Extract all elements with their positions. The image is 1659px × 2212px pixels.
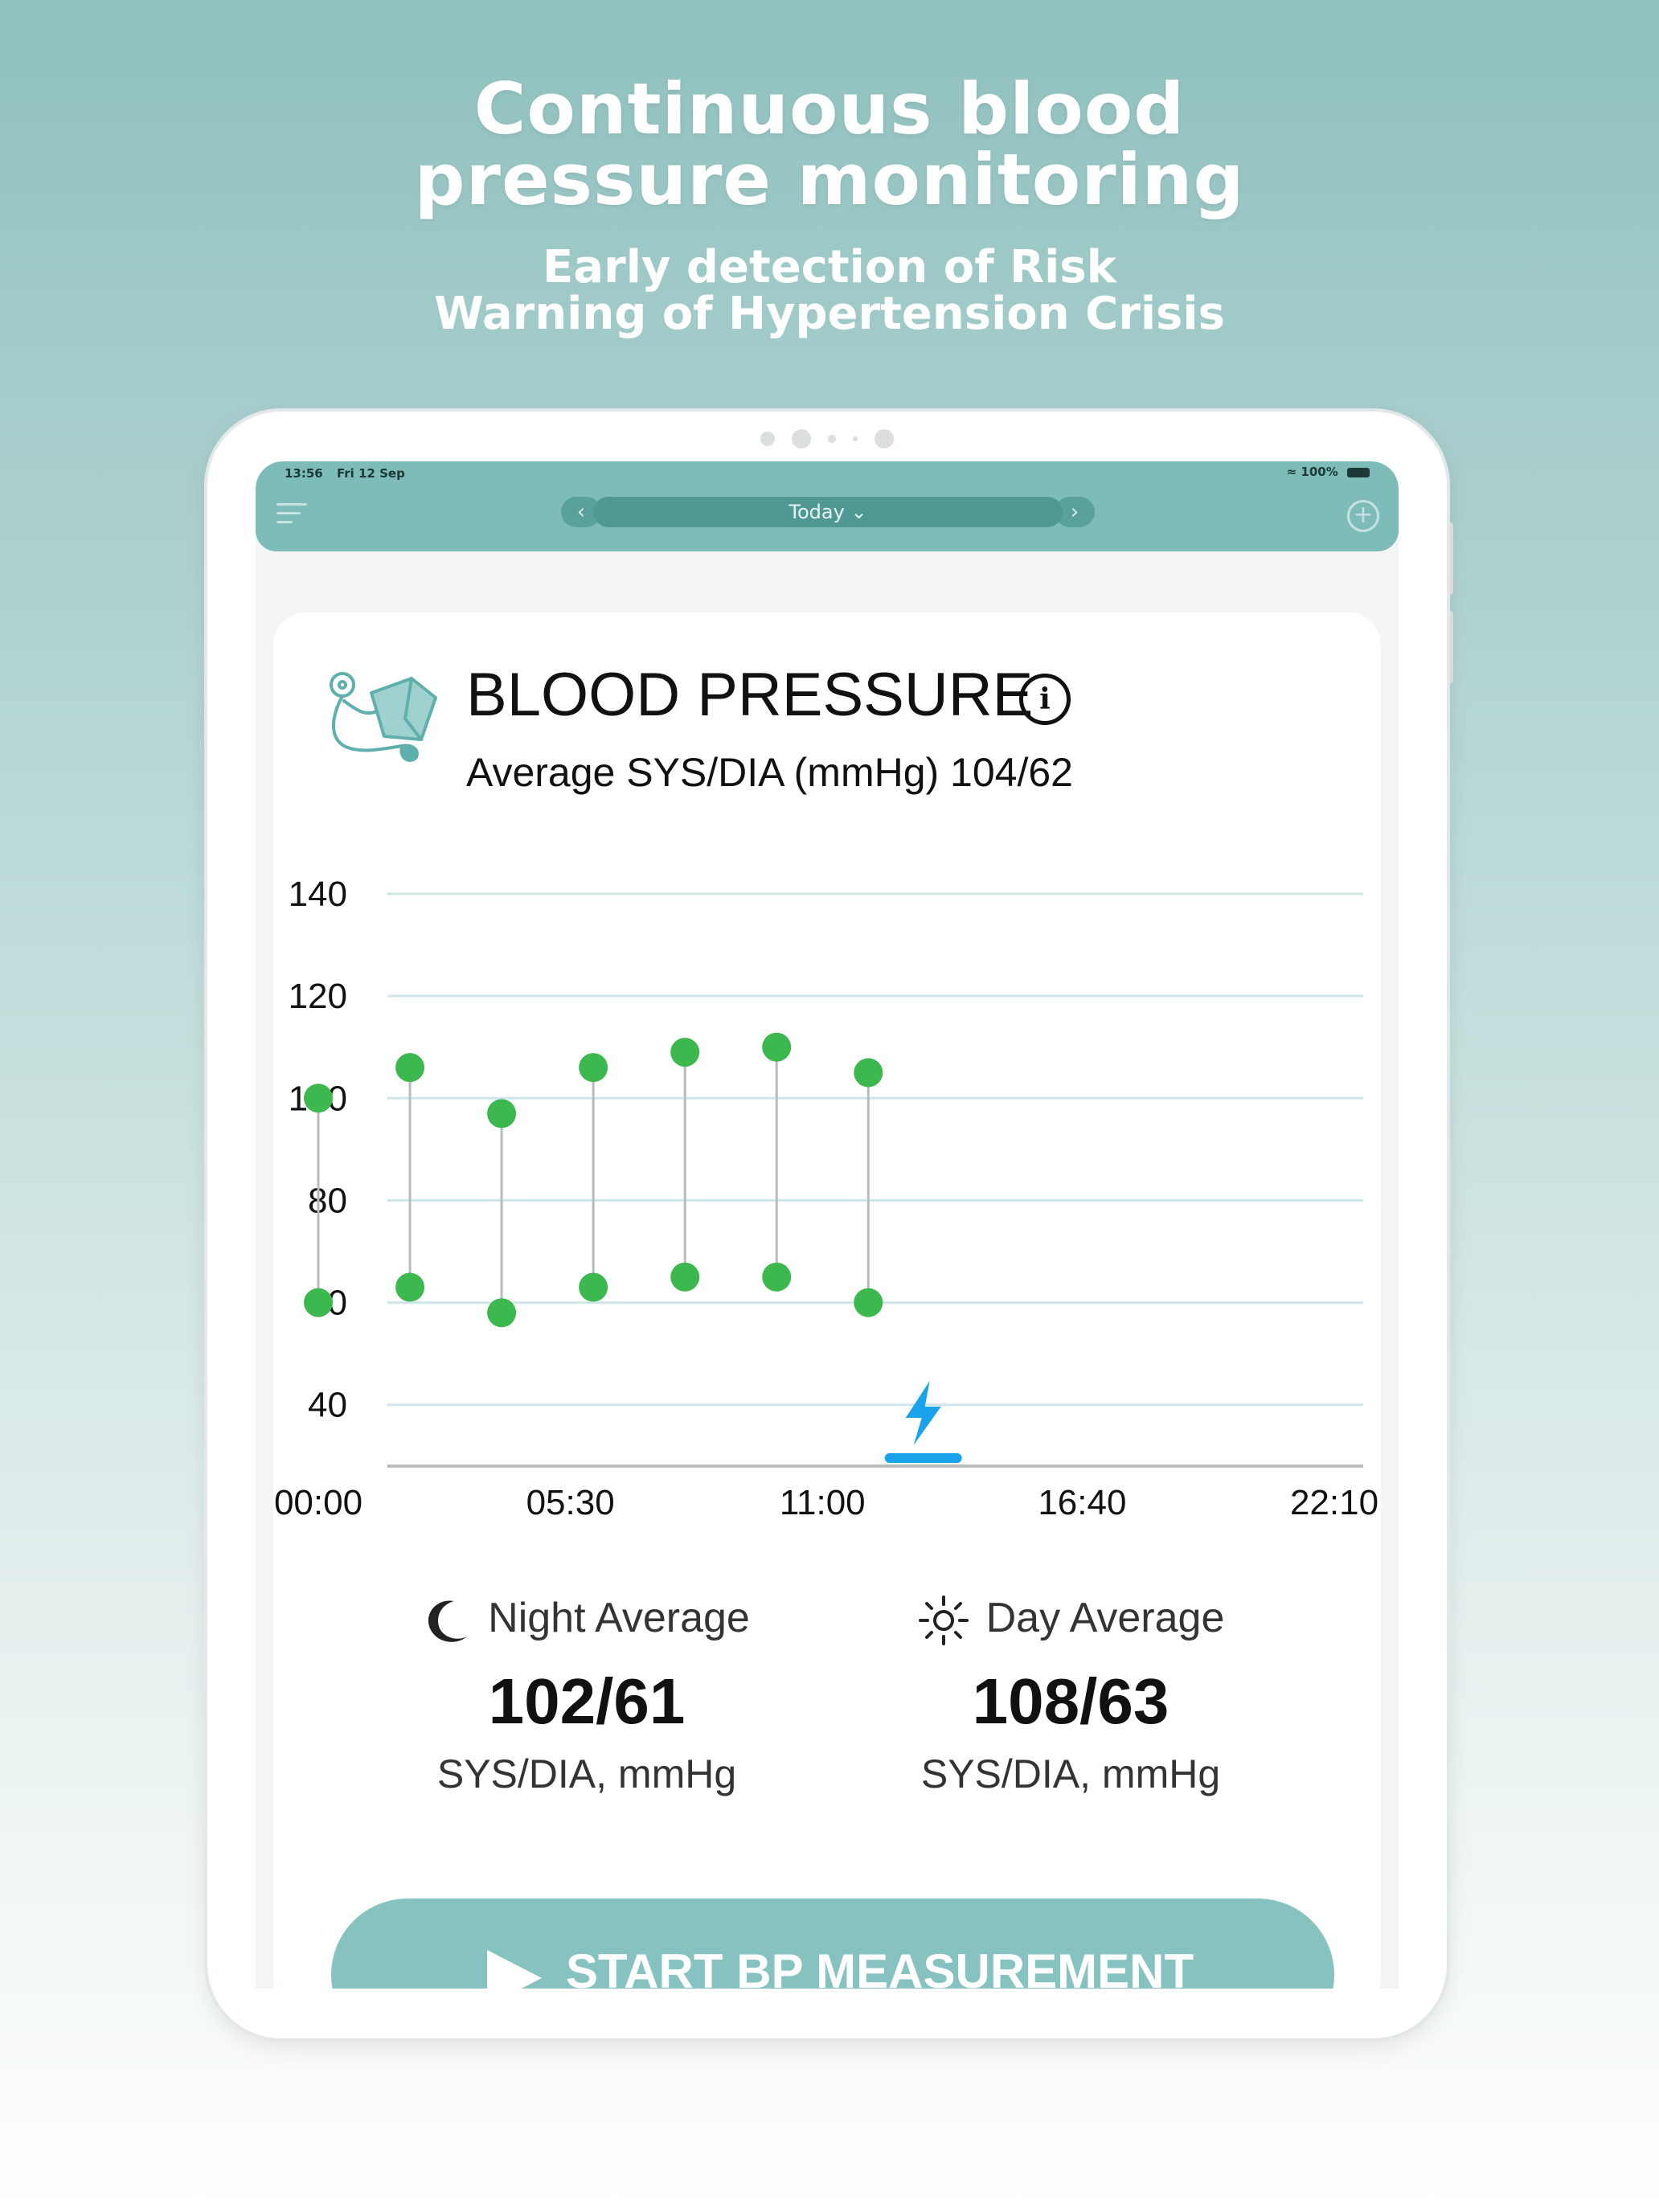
status-time: 13:56 [285,466,323,481]
night-average: Night Average 102/61 SYS/DIA, mmHg [338,1590,836,1797]
dia-point[interactable] [854,1288,883,1317]
date-selector-label: Today [789,501,845,523]
battery-percent: 100% [1301,465,1338,479]
tablet-frame: 13:56 Fri 12 Sep ≈ 100% ‹ › Today ⌄ + [207,412,1447,2038]
night-average-label: Night Average [488,1595,750,1641]
headline-line-2: pressure monitoring [414,138,1245,221]
blood-pressure-chart: 140120100806040 00:0005:3011:0016:4022:1… [274,875,1378,1522]
sys-point[interactable] [395,1053,425,1083]
y-tick-label: 80 [308,1181,347,1220]
start-bp-measurement-label: START BP MEASUREMENT [566,1944,1194,1989]
status-bar-left: 13:56 Fri 12 Sep [285,466,415,481]
x-tick-label: 00:00 [274,1483,363,1522]
wifi-icon: ≈ [1286,465,1297,479]
lightning-icon[interactable] [905,1381,941,1445]
dia-point[interactable] [395,1272,425,1302]
y-tick-label: 40 [308,1386,347,1425]
night-average-value: 102/61 [488,1665,686,1737]
day-average: Day Average 108/63 SYS/DIA, mmHg [821,1590,1320,1797]
blood-pressure-card: BLOOD PRESSURE i Average SYS/DIA (mmHg) … [273,612,1381,1989]
date-navigator: ‹ › Today ⌄ [561,497,1095,527]
camera-dots [207,429,1447,453]
sun-icon [918,1596,969,1646]
x-tick-label: 16:40 [1038,1483,1126,1522]
start-bp-measurement-button[interactable]: START BP MEASUREMENT [331,1899,1334,1989]
card-title: BLOOD PRESSURE [466,661,1034,729]
play-icon [487,1950,542,1989]
camera-dot [875,429,895,449]
menu-icon[interactable] [276,503,310,527]
moon-icon [428,1600,468,1643]
y-tick-label: 120 [289,977,347,1016]
x-tick-label: 22:10 [1290,1483,1378,1522]
status-bar-right: ≈ 100% [1287,465,1370,479]
sys-point[interactable] [487,1099,517,1129]
camera-dot [791,429,811,449]
dia-point[interactable] [487,1298,517,1328]
y-tick-label: 140 [289,875,347,914]
event-marker-bar [884,1453,962,1463]
headline-line-1: Continuous blood [473,68,1186,150]
battery-icon [1347,467,1370,477]
dia-point[interactable] [579,1272,608,1302]
blood-pressure-cuff-icon [330,672,437,762]
dia-point[interactable] [762,1262,792,1292]
camera-dot [760,432,775,446]
sys-point[interactable] [762,1032,792,1062]
sys-point[interactable] [579,1053,608,1083]
sys-point[interactable] [304,1083,333,1113]
chevron-down-icon: ⌄ [850,501,867,523]
camera-dot [828,435,836,443]
average-sys-dia: Average SYS/DIA (mmHg) 104/62 [466,750,1073,795]
night-average-unit: SYS/DIA, mmHg [436,1751,737,1796]
info-icon[interactable]: i [1019,674,1071,725]
tablet-side-button [1447,522,1453,595]
add-icon[interactable]: + [1347,500,1379,532]
x-tick-label: 11:00 [780,1483,866,1522]
date-selector[interactable]: Today ⌄ [593,497,1063,527]
day-average-value: 108/63 [972,1665,1169,1737]
promo-subline: Early detection of Risk Warning of Hyper… [0,244,1659,338]
day-average-unit: SYS/DIA, mmHg [920,1751,1221,1796]
dia-point[interactable] [304,1288,333,1317]
app-bar: 13:56 Fri 12 Sep ≈ 100% ‹ › Today ⌄ + [256,461,1399,551]
x-tick-label: 05:30 [526,1483,615,1522]
day-average-label: Day Average [985,1595,1225,1641]
subline-line-2: Warning of Hypertension Crisis [434,288,1225,340]
sys-point[interactable] [854,1058,883,1088]
dia-point[interactable] [670,1262,700,1292]
promo-headline: Continuous blood pressure monitoring [0,74,1659,215]
tablet-side-button [1447,611,1453,683]
app-screen: 13:56 Fri 12 Sep ≈ 100% ‹ › Today ⌄ + [256,461,1399,1989]
sys-point[interactable] [670,1038,700,1067]
camera-dot [853,436,858,441]
subline-line-1: Early detection of Risk [543,241,1116,293]
status-date: Fri 12 Sep [336,466,405,481]
